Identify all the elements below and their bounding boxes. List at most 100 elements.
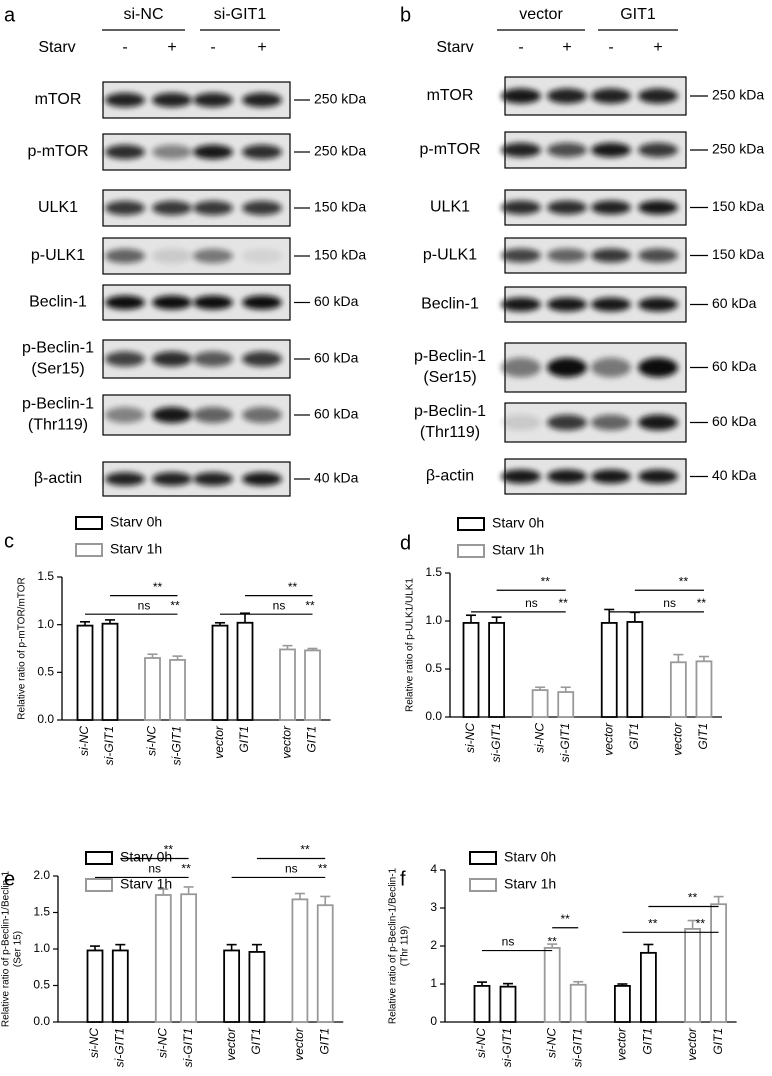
panel-label: a xyxy=(4,4,16,26)
band xyxy=(547,469,587,484)
bar xyxy=(669,661,687,718)
bar xyxy=(144,657,161,721)
bar xyxy=(101,622,119,721)
significance-label: ** xyxy=(558,596,568,610)
condition-sign: - xyxy=(608,39,613,56)
error-bar xyxy=(80,621,90,626)
x-tick-label: GIT1 xyxy=(641,1028,655,1055)
significance-label: ** xyxy=(648,916,658,930)
protein-label: p-Beclin-1 xyxy=(22,340,94,357)
protein-label: β-actin xyxy=(426,468,474,485)
band xyxy=(591,142,631,158)
x-tick-label: vector xyxy=(292,1027,306,1061)
band xyxy=(242,472,282,486)
size-label: 150 kDa xyxy=(712,198,764,214)
condition-sign: - xyxy=(122,39,127,56)
band xyxy=(501,200,541,215)
protein-label: p-ULK1 xyxy=(31,247,85,264)
error-bar xyxy=(147,653,158,659)
bar xyxy=(291,898,309,1023)
x-tick-label: si-NC xyxy=(87,1028,101,1058)
x-tick-label: GIT1 xyxy=(305,726,319,753)
band xyxy=(547,414,587,431)
band xyxy=(242,200,282,216)
y-axis-label: Relative ratio of p-mTOR/mTOR xyxy=(17,577,28,719)
band xyxy=(105,248,145,264)
x-tick-label: GIT1 xyxy=(711,1028,725,1055)
error-bar xyxy=(320,895,331,906)
significance-label: ** xyxy=(305,598,315,612)
band xyxy=(152,200,192,216)
significance-label: ** xyxy=(561,912,571,926)
band xyxy=(193,295,233,310)
size-label: 250 kDa xyxy=(712,87,764,103)
x-tick-label: si-GIT1 xyxy=(500,1028,514,1067)
legend-label: Starv 1h xyxy=(120,876,172,892)
x-tick-label: si-NC xyxy=(463,723,477,753)
protein-label: p-Beclin-1 xyxy=(414,403,486,420)
bar xyxy=(211,624,229,721)
legend-label: Starv 1h xyxy=(110,541,162,557)
band xyxy=(105,472,145,486)
x-tick-label: vector xyxy=(601,722,615,756)
group-label: vector xyxy=(519,6,563,23)
error-bar xyxy=(503,982,513,987)
y-tick-label: 1.5 xyxy=(37,569,54,583)
error-bar xyxy=(673,653,684,663)
x-tick-label: si-GIT1 xyxy=(570,1028,584,1067)
bar xyxy=(316,904,334,1023)
error-bar xyxy=(282,644,293,650)
band xyxy=(193,407,233,423)
group-label: si-NC xyxy=(124,6,164,23)
protein-label: p-mTOR xyxy=(419,141,480,158)
bar xyxy=(169,659,186,721)
band xyxy=(547,200,587,215)
bar xyxy=(626,621,644,718)
band xyxy=(242,351,282,367)
significance-label: ** xyxy=(288,580,298,594)
condition-label: Starv xyxy=(436,39,473,56)
bar xyxy=(640,951,657,1023)
band xyxy=(105,295,145,310)
x-tick-label: vector xyxy=(615,1027,629,1061)
legend-swatch xyxy=(75,516,103,530)
band xyxy=(638,469,678,484)
condition-sign: + xyxy=(167,39,176,56)
legend-label: Starv 0h xyxy=(504,849,556,865)
protein-label: p-Beclin-1 xyxy=(22,396,94,413)
size-label: 60 kDa xyxy=(314,293,359,309)
y-axis-label: Relative ratio of p-Beclin-1/Beclin-1 xyxy=(388,867,399,1024)
error-bar xyxy=(643,943,654,953)
band xyxy=(152,472,192,486)
significance-label: ns xyxy=(663,596,676,610)
error-bar xyxy=(491,616,502,623)
significance-label: ns xyxy=(525,596,538,610)
legend-swatch xyxy=(457,517,485,531)
protein-label: mTOR xyxy=(35,91,82,108)
significance-label: ns xyxy=(148,862,161,876)
bar xyxy=(710,903,727,1023)
size-label: 250 kDa xyxy=(314,143,366,159)
error-bar xyxy=(547,943,558,948)
significance-label: ns xyxy=(138,598,151,612)
y-tick-label: 2 xyxy=(430,938,437,952)
band xyxy=(193,472,233,486)
condition-label: Starv xyxy=(38,39,75,56)
bar xyxy=(248,951,266,1023)
error-bar xyxy=(535,686,546,691)
x-tick-label: si-GIT1 xyxy=(489,723,503,762)
bar xyxy=(695,660,713,718)
error-bar xyxy=(251,943,262,952)
size-label: 150 kDa xyxy=(712,246,764,262)
significance-label: ns xyxy=(502,935,515,949)
band xyxy=(591,248,631,263)
bar xyxy=(304,649,321,721)
significance-label: ns xyxy=(273,598,286,612)
y-axis-label: (Thr 119) xyxy=(400,926,411,966)
band xyxy=(152,248,192,264)
x-tick-label: si-NC xyxy=(474,1028,488,1058)
significance-label: ** xyxy=(548,935,558,949)
y-tick-label: 0.0 xyxy=(33,1014,50,1028)
group-label: GIT1 xyxy=(620,6,656,23)
